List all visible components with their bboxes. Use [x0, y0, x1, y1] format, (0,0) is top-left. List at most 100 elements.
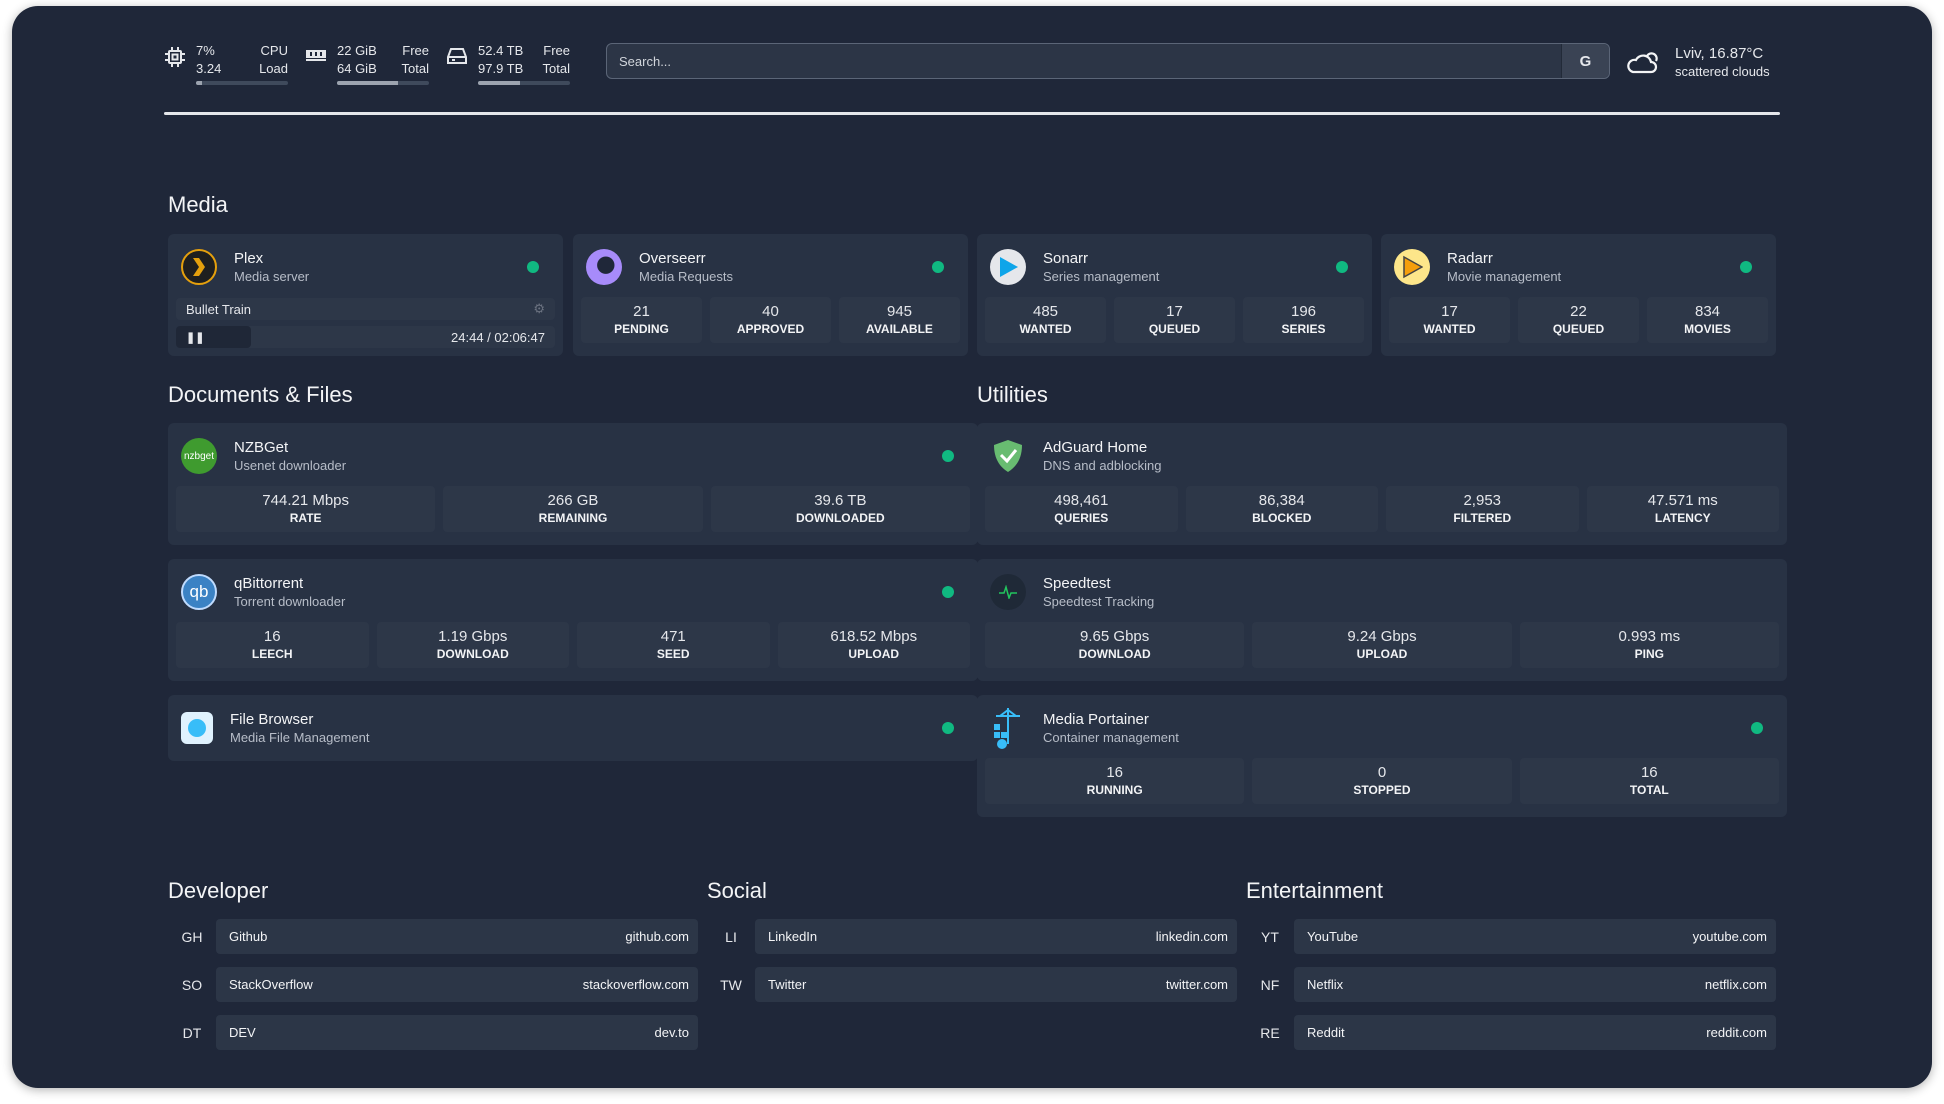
- service-card-sonarr[interactable]: Sonarr Series management 485 WANTED 17 QUEUED…: [977, 234, 1372, 356]
- stat-value: 22: [1570, 303, 1587, 320]
- service-card-overseerr[interactable]: Overseerr Media Requests 21 PENDING 40 APPROV…: [573, 234, 968, 356]
- stat-value: 0: [1377, 764, 1387, 781]
- service-card-plex[interactable]: Plex Media server Bullet Train ⚙ ❚❚ 24:44 …: [168, 234, 563, 356]
- stat-upload: 9.24 Gbps UPLOAD: [1252, 622, 1512, 668]
- weather-location-temp: Lviv, 16.87°C: [1675, 45, 1764, 62]
- bookmark-twitter[interactable]: TW Twitter twitter.com: [707, 967, 1237, 1002]
- service-card-nzbget[interactable]: nzbget NZBGet Usenet downloader 744.21 Mbps…: [168, 423, 978, 545]
- bookmark-url: dev.to: [654, 1025, 689, 1040]
- stat-download: 1.19 Gbps DOWNLOAD: [376, 622, 569, 668]
- bookmark-reddit[interactable]: RE Reddit reddit.com: [1246, 1015, 1776, 1050]
- service-card-qbittorrent[interactable]: qb qBittorrent Torrent downloader 16 LEECH 1.…: [168, 559, 978, 681]
- bookmark-abbr: LI: [725, 928, 737, 945]
- stat-value: 21: [633, 303, 650, 320]
- nzbget-icon: nzbget: [181, 438, 217, 474]
- stat-value: 9.24 Gbps: [1347, 628, 1417, 645]
- weather-condition: scattered clouds: [1675, 64, 1770, 79]
- stat-value: 744.21 Mbps: [262, 492, 350, 509]
- stat-label: REMAINING: [538, 511, 608, 525]
- status-dot: [942, 450, 954, 462]
- bookmark-link[interactable]: Twitter twitter.com: [755, 967, 1237, 1002]
- free-label: Free: [543, 43, 570, 58]
- service-title: Media Portainer: [1043, 711, 1149, 728]
- memory-bar: [337, 81, 429, 85]
- header-divider: [164, 112, 1780, 115]
- status-dot: [942, 586, 954, 598]
- stat-label: RATE: [289, 511, 322, 525]
- playback-time: 24:44 / 02:06:47: [451, 329, 545, 345]
- service-subtitle: Usenet downloader: [234, 458, 347, 473]
- stat-series: 196 SERIES: [1243, 297, 1364, 343]
- overseerr-icon: [586, 249, 622, 285]
- status-dot: [1751, 722, 1763, 734]
- section-social: Social: [707, 878, 767, 903]
- bookmark-dev[interactable]: DT DEV dev.to: [168, 1015, 698, 1050]
- total-label: Total: [401, 61, 429, 76]
- service-card-adguard[interactable]: AdGuard Home DNS and adblocking 498,461 QUE…: [977, 423, 1787, 545]
- search-input[interactable]: [607, 44, 1561, 78]
- service-subtitle: Container management: [1043, 730, 1179, 745]
- stat-value: 16: [1106, 764, 1123, 781]
- adguard-icon: [990, 438, 1026, 474]
- status-dot: [1336, 261, 1348, 273]
- bookmark-link[interactable]: YouTube youtube.com: [1294, 919, 1776, 954]
- stat-label: BLOCKED: [1252, 511, 1312, 525]
- stat-rate: 744.21 Mbps RATE: [176, 486, 436, 532]
- cloud-icon: [1627, 52, 1658, 74]
- bookmark-link[interactable]: LinkedIn linkedin.com: [755, 919, 1237, 954]
- playback-bar[interactable]: ❚❚ 24:44 / 02:06:47: [176, 326, 555, 348]
- bookmark-github[interactable]: GH Github github.com: [168, 919, 698, 954]
- service-title: qBittorrent: [234, 575, 304, 592]
- section-entertainment: Entertainment: [1246, 878, 1383, 903]
- bookmark-link[interactable]: Netflix netflix.com: [1294, 967, 1776, 1002]
- service-subtitle: Movie management: [1447, 269, 1562, 284]
- bookmark-youtube[interactable]: YT YouTube youtube.com: [1246, 919, 1776, 954]
- stat-value: 17: [1166, 303, 1183, 320]
- stat-remaining: 266 GB REMAINING: [443, 486, 703, 532]
- disk-icon: [447, 48, 467, 64]
- stat-downloaded: 39.6 TB DOWNLOADED: [710, 486, 970, 532]
- service-card-speedtest[interactable]: Speedtest Speedtest Tracking 9.65 Gbps DOWN…: [977, 559, 1787, 681]
- stat-value: 39.6 TB: [814, 492, 867, 509]
- stat-label: DOWNLOADED: [795, 511, 885, 525]
- bookmark-name: YouTube: [1307, 929, 1359, 944]
- stat-upload: 618.52 Mbps UPLOAD: [777, 622, 970, 668]
- service-card-filebrowser[interactable]: File Browser Media File Management: [168, 695, 978, 761]
- bookmark-stackoverflow[interactable]: SO StackOverflow stackoverflow.com: [168, 967, 698, 1002]
- stat-value: 47.571 ms: [1647, 492, 1718, 509]
- playback-progress: [176, 326, 251, 348]
- memory-icon: [306, 50, 326, 61]
- memory-total: 64 GiB: [337, 61, 377, 76]
- service-subtitle: Torrent downloader: [234, 594, 346, 609]
- service-title: AdGuard Home: [1043, 439, 1148, 456]
- search-provider-button[interactable]: G: [1561, 44, 1609, 78]
- stat-available: 945 AVAILABLE: [839, 297, 960, 343]
- bookmark-name: Reddit: [1307, 1025, 1345, 1040]
- settings-icon[interactable]: ⚙: [533, 301, 545, 316]
- total-label: Total: [542, 61, 570, 76]
- stat-label: PENDING: [614, 322, 669, 336]
- service-card-portainer[interactable]: Media Portainer Container management 16 RUN…: [977, 695, 1787, 817]
- bookmark-link[interactable]: Github github.com: [216, 919, 698, 954]
- free-label: Free: [402, 43, 429, 58]
- stat-label: QUEUED: [1552, 322, 1605, 336]
- bookmark-url: netflix.com: [1704, 977, 1767, 992]
- stat-label: FILTERED: [1453, 511, 1512, 525]
- load-label: Load: [259, 61, 288, 76]
- stat-movies: 834 MOVIES: [1647, 297, 1768, 343]
- bookmark-link[interactable]: Reddit reddit.com: [1294, 1015, 1776, 1050]
- stat-label: LATENCY: [1654, 511, 1711, 525]
- service-card-radarr[interactable]: Radarr Movie management 17 WANTED 22 QUEUED 83…: [1381, 234, 1776, 356]
- pause-icon[interactable]: ❚❚: [186, 331, 205, 344]
- memory-widget: 22 GiB Free 64 GiB Total: [305, 42, 429, 85]
- stat-running: 16 RUNNING: [985, 758, 1245, 804]
- now-playing-title: Bullet Train: [186, 301, 252, 317]
- service-subtitle: Media File Management: [230, 730, 370, 745]
- bookmark-abbr: GH: [181, 928, 203, 945]
- bookmark-netflix[interactable]: NF Netflix netflix.com: [1246, 967, 1776, 1002]
- bookmark-link[interactable]: StackOverflow stackoverflow.com: [216, 967, 698, 1002]
- dashboard-window: 7% CPU 3.24 Load 22 GiB Free 64 GiB Total 52…: [12, 6, 1932, 1088]
- stat-label: UPLOAD: [1356, 647, 1408, 661]
- bookmark-linkedin[interactable]: LI LinkedIn linkedin.com: [707, 919, 1237, 954]
- bookmark-link[interactable]: DEV dev.to: [216, 1015, 698, 1050]
